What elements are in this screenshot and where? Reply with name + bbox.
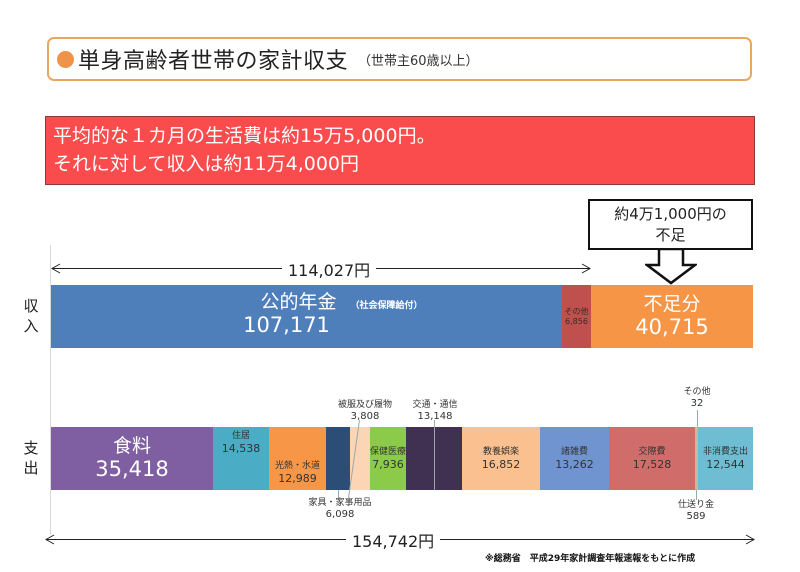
annotation-furniture: 家具・家事用品 6,098 <box>308 498 372 520</box>
expense-segment-housing: 住居 14,538 <box>213 427 269 490</box>
expense-segment-misc: 諸雑費 13,262 <box>540 427 609 490</box>
expense-segment-utilities: 光熱・水道 12,989 <box>269 427 326 490</box>
source-footnote: ※総務省 平成29年家計調査年報速報をもとに作成 <box>485 554 696 564</box>
leader-remittance <box>696 490 697 500</box>
annotation-clothing: 被服及び履物 3,808 <box>337 400 392 422</box>
down-arrow-icon <box>645 248 697 285</box>
leader-furniture <box>338 490 339 500</box>
bullet-dot-icon <box>57 50 74 68</box>
arrow-right-icon <box>581 263 591 274</box>
expense-segment-furniture <box>326 427 350 490</box>
callout-line-2: 不足 <box>655 226 686 244</box>
summary-banner: 平均的な１カ月の生活費は約15万5,000円。 それに対して収入は約11万4,0… <box>45 116 755 185</box>
expense-segment-culture: 教養娯楽 16,852 <box>462 427 540 490</box>
income-bar: 公的年金 （社会保障給付） 107,171 その他 6,856 不足分 40,7… <box>51 285 753 348</box>
page-title: 単身高齢者世帯の家計収支 <box>78 49 349 74</box>
leader-other-expense <box>697 410 698 427</box>
expense-bar: 食料 35,418 住居 14,538 光熱・水道 12,989 保健医療 7,… <box>51 427 753 490</box>
leader-transport <box>434 420 435 490</box>
income-segment-other: その他 6,856 <box>562 285 591 348</box>
expense-segment-social: 交際費 17,528 <box>609 427 695 490</box>
page-subtitle: （世帯主60歳以上） <box>358 53 479 69</box>
axis-line <box>50 245 51 535</box>
expense-segment-nonconsumption: 非消費支出 12,544 <box>698 427 753 490</box>
expense-segment-remittance <box>695 427 698 490</box>
expense-total-arrow: 154,742円 <box>45 528 755 552</box>
callout-line-1: 約4万1,000円の <box>614 205 727 223</box>
income-segment-pension: 公的年金 （社会保障給付） 107,171 <box>51 285 562 348</box>
income-total-label: 114,027円 <box>282 257 377 281</box>
shortfall-callout: 約4万1,000円の 不足 <box>588 199 753 250</box>
arrow-left-icon <box>45 534 55 545</box>
expense-row-label: 支 出 <box>23 439 39 477</box>
title-box: 単身高齢者世帯の家計収支 （世帯主60歳以上） <box>47 37 752 81</box>
summary-line-1: 平均的な１カ月の生活費は約15万5,000円。 <box>53 125 436 147</box>
arrow-right-icon <box>745 534 755 545</box>
annotation-other-expense: その他 32 <box>683 387 711 409</box>
arrow-left-icon <box>51 263 61 274</box>
annotation-remittance: 仕送り金 589 <box>677 500 714 522</box>
income-total-arrow: 114,027円 <box>51 257 591 281</box>
income-segment-shortfall: 不足分 40,715 <box>591 285 753 348</box>
expense-segment-medical: 保健医療 7,936 <box>370 427 406 490</box>
summary-line-2: それに対して収入は約11万4,000円 <box>53 153 360 175</box>
expense-segment-food: 食料 35,418 <box>51 427 213 490</box>
annotation-transport: 交通・通信 13,148 <box>412 400 458 422</box>
income-row-label: 収 入 <box>23 297 39 335</box>
expense-total-label: 154,742円 <box>346 528 441 552</box>
